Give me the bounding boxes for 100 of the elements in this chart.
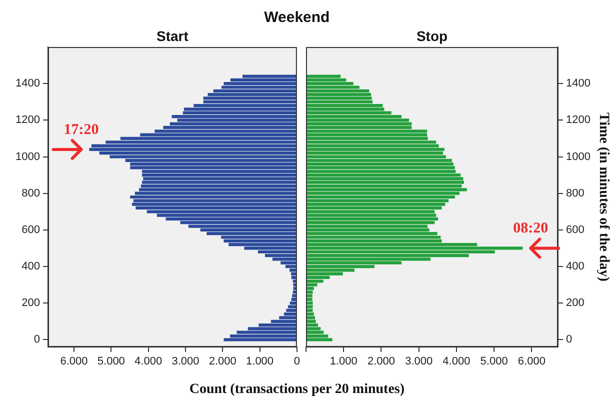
bar — [89, 148, 296, 151]
y-tick-label: 1400 — [16, 78, 40, 90]
bar — [142, 173, 296, 177]
bar — [306, 140, 436, 144]
bar — [224, 82, 296, 86]
bar — [293, 286, 296, 290]
bar — [306, 89, 370, 92]
bar — [224, 239, 296, 242]
x-axis-title: Count (transactions per 20 minutes) — [189, 382, 405, 398]
y-tick-label: 0 — [566, 334, 572, 346]
bar — [290, 268, 296, 272]
x-tick-label: 1.000 — [330, 356, 358, 368]
bar — [143, 177, 296, 180]
bar — [306, 302, 313, 305]
bar — [306, 320, 316, 323]
bar — [306, 316, 316, 320]
bar — [306, 236, 441, 239]
y-tick-label: 200 — [22, 297, 40, 310]
x-tick-label: 2.000 — [208, 356, 236, 368]
bar — [133, 199, 296, 202]
annotation: 17:20 — [64, 122, 99, 138]
bar — [306, 217, 438, 221]
y-tick-label: 400 — [566, 260, 584, 273]
chart-title: Weekend — [264, 9, 330, 26]
bar — [306, 166, 455, 170]
x-tick-label: 5.000 — [97, 356, 125, 368]
bar — [306, 202, 446, 206]
bar — [130, 166, 296, 170]
bar — [306, 162, 454, 166]
x-tick-label: 6.000 — [518, 356, 546, 368]
bar — [306, 290, 313, 294]
y-tick-label: 1000 — [16, 150, 40, 163]
bar — [306, 177, 464, 180]
bar — [306, 298, 312, 301]
bar — [306, 323, 318, 327]
bar — [306, 221, 435, 224]
x-tick-label: 6.000 — [60, 356, 88, 368]
x-tick-label: 2.000 — [367, 356, 395, 368]
bar — [306, 152, 443, 155]
y-tick-label: 800 — [22, 187, 40, 200]
bar — [306, 232, 438, 236]
y-tick-label: 1400 — [566, 78, 590, 90]
bar — [306, 148, 444, 151]
bar — [306, 305, 313, 308]
bar — [306, 312, 314, 316]
bar — [306, 130, 428, 133]
chart-subtitle: Start — [156, 28, 188, 44]
x-tick-label: 1.000 — [246, 356, 274, 368]
chart-subtitle: Stop — [416, 28, 448, 44]
y-tick-label: 600 — [566, 224, 584, 236]
bar — [172, 114, 296, 118]
bar — [306, 173, 461, 177]
bar — [306, 308, 313, 312]
bar — [184, 108, 296, 111]
bar — [306, 334, 328, 338]
bar — [306, 104, 383, 108]
bar — [306, 133, 428, 136]
x-tick-label: 0 — [294, 356, 300, 368]
bar — [286, 308, 296, 312]
bar — [208, 93, 296, 96]
bar — [306, 206, 442, 210]
bar — [306, 294, 312, 298]
y-tick-label: 400 — [22, 260, 40, 273]
bar — [136, 206, 296, 210]
x-tick-label: 4.000 — [442, 356, 470, 368]
bar — [288, 305, 296, 308]
bar — [306, 93, 372, 96]
y-tick-label: 600 — [22, 224, 40, 236]
bar — [306, 286, 314, 290]
bar — [132, 202, 296, 206]
x-tick-label: 3.000 — [172, 356, 200, 368]
bar — [306, 96, 372, 100]
bar — [306, 188, 467, 192]
y-tick-label: 1200 — [16, 114, 40, 126]
y-tick-label: 1200 — [566, 114, 590, 126]
bar — [293, 283, 296, 286]
annotation: 08:20 — [513, 220, 548, 237]
bar — [306, 122, 412, 126]
bar — [130, 195, 296, 199]
x-tick-label: 5.000 — [480, 356, 508, 368]
bar — [306, 214, 436, 217]
x-tick-label: 4.000 — [134, 356, 162, 368]
bar — [306, 338, 332, 342]
x-tick-label: 3.000 — [405, 356, 433, 368]
bar — [91, 144, 296, 148]
y-axis-title: Time (in minutes of the day) — [596, 112, 611, 282]
bar — [224, 338, 296, 342]
y-tick-label: 200 — [566, 297, 584, 310]
bar — [306, 118, 410, 122]
bar — [140, 184, 296, 188]
y-tick-label: 800 — [566, 187, 584, 200]
bar — [142, 180, 296, 184]
bar — [306, 246, 523, 250]
y-tick-label: 1000 — [566, 150, 590, 163]
bar — [139, 188, 296, 192]
bar — [292, 294, 296, 298]
bar — [306, 180, 464, 184]
y-tick-label: 0 — [34, 334, 40, 346]
bar — [203, 96, 296, 100]
bar — [306, 330, 324, 334]
